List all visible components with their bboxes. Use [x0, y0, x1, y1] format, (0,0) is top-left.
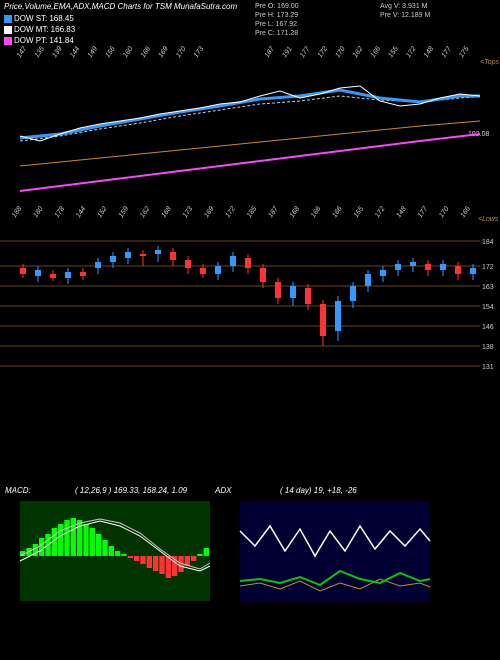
svg-text:159: 159 — [118, 205, 130, 219]
svg-text:177: 177 — [441, 46, 454, 59]
svg-text:187: 187 — [264, 46, 277, 59]
svg-text:138: 138 — [482, 344, 494, 351]
svg-text:( 14 day) 19, +18, -26: ( 14 day) 19, +18, -26 — [280, 486, 357, 495]
svg-text:139: 139 — [51, 46, 63, 59]
svg-text:162: 162 — [352, 46, 364, 59]
svg-text:180: 180 — [32, 205, 44, 219]
svg-text:156: 156 — [104, 46, 116, 59]
candlestick-chart: 184 172 163 154 146 138 131 — [0, 226, 500, 381]
legend-box-pt — [4, 37, 12, 45]
svg-text:170: 170 — [175, 46, 187, 59]
legend-dow-mt: DOW MT: 166.83 — [0, 24, 500, 35]
svg-text:169: 169 — [157, 46, 169, 59]
svg-text:166: 166 — [460, 205, 472, 219]
svg-text:172: 172 — [374, 205, 386, 219]
svg-text:184: 184 — [482, 239, 494, 246]
svg-text:172: 172 — [317, 46, 329, 59]
svg-text:148: 148 — [395, 205, 407, 219]
svg-text:152: 152 — [96, 205, 108, 219]
svg-text:ADX: ADX — [214, 486, 232, 495]
ema-chart: 147 135 139 144 149 156 160 166 169 170 173 187 191 1… — [0, 46, 500, 226]
svg-text:177: 177 — [299, 46, 312, 59]
svg-text:155: 155 — [353, 205, 365, 219]
svg-text:166: 166 — [140, 46, 152, 59]
svg-text:172: 172 — [405, 46, 417, 59]
svg-text:147: 147 — [16, 46, 29, 59]
svg-text:MACD:: MACD: — [5, 486, 31, 495]
svg-text:155: 155 — [387, 46, 399, 59]
svg-text:173: 173 — [193, 46, 205, 59]
svg-text:146: 146 — [482, 324, 494, 331]
svg-text:( 12,26,9 ) 169.33, 168.24,: ( 12,26,9 ) 169.33, 168.24, 1.09 — [75, 486, 188, 495]
svg-text:154: 154 — [482, 304, 494, 311]
svg-text:170: 170 — [334, 46, 346, 59]
svg-text:170: 170 — [438, 205, 450, 219]
svg-text:160: 160 — [122, 46, 134, 59]
svg-text:166: 166 — [370, 46, 382, 59]
svg-text:191: 191 — [281, 46, 293, 59]
svg-text:166: 166 — [310, 205, 322, 219]
svg-text:172: 172 — [482, 264, 494, 271]
svg-text:168: 168 — [160, 205, 172, 219]
svg-text:148: 148 — [423, 46, 435, 59]
svg-text:172: 172 — [225, 205, 237, 219]
legend-box-mt — [4, 26, 12, 34]
svg-text:135: 135 — [34, 46, 46, 59]
vol-info: Avg V: 3.931 M Pre V: 12.189 M — [380, 2, 430, 20]
indicators-row: MACD: ( 12,26,9 ) 169.33, 168.24, 1.09 ADX… — [0, 481, 500, 611]
svg-text:<Tops: <Tops — [480, 59, 500, 66]
svg-text:163: 163 — [482, 284, 494, 291]
pre-info: Pre O: 169.00 Pre H: 173.29 Pre L: 167.9… — [255, 2, 299, 38]
svg-text:166: 166 — [331, 205, 343, 219]
svg-text:177: 177 — [417, 205, 430, 219]
svg-text:144: 144 — [75, 205, 87, 219]
svg-text:149: 149 — [87, 46, 99, 59]
svg-text:169: 169 — [203, 205, 215, 219]
svg-text:188: 188 — [11, 205, 23, 219]
svg-text:185: 185 — [246, 205, 258, 219]
svg-text:<Lows: <Lows — [478, 216, 499, 223]
svg-text:168: 168 — [289, 205, 301, 219]
legend-box-st — [4, 15, 12, 23]
svg-text:173: 173 — [182, 205, 194, 219]
svg-text:178: 178 — [54, 205, 66, 219]
svg-text:144: 144 — [69, 46, 81, 59]
svg-text:175: 175 — [458, 46, 470, 59]
svg-text:187: 187 — [267, 205, 280, 219]
svg-text:131: 131 — [482, 364, 494, 371]
legend-dow-pt: DOW PT: 141.84 — [0, 35, 500, 46]
svg-text:162: 162 — [139, 205, 151, 219]
